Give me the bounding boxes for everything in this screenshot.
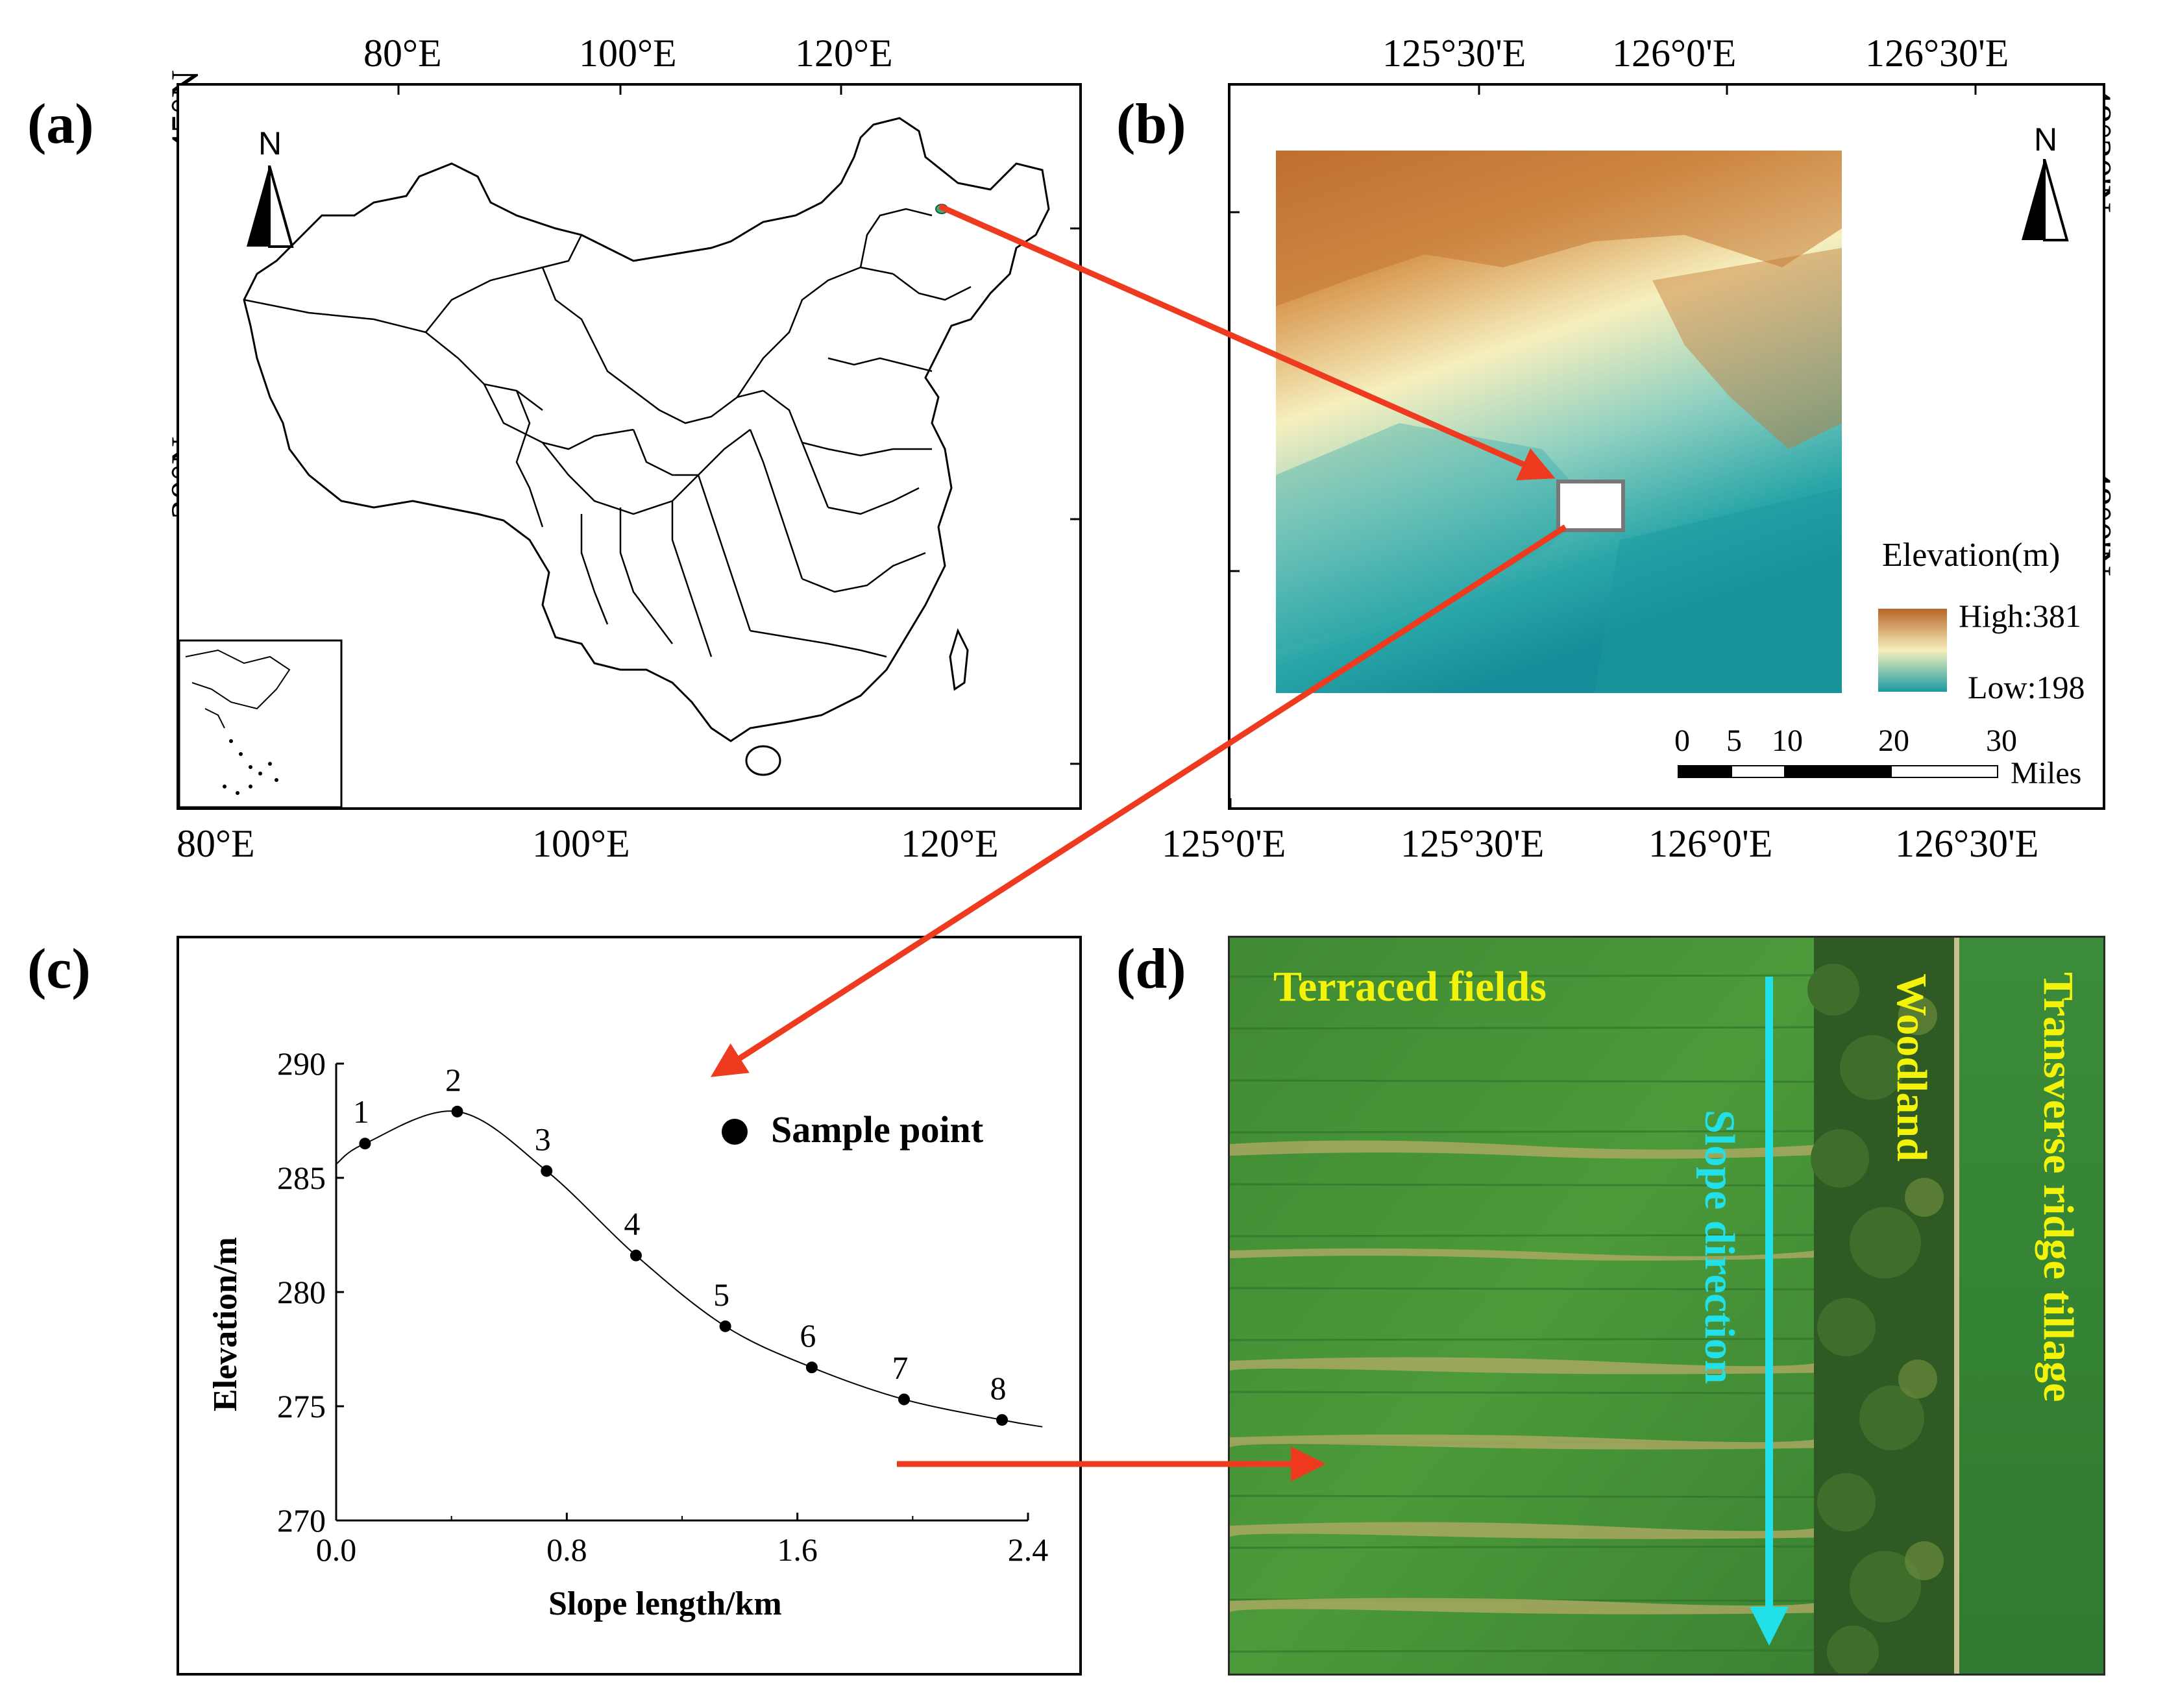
scale-tick-0: 0 — [1674, 724, 1690, 758]
panel-a-label: (a) — [27, 93, 94, 156]
scale-tick-5: 5 — [1726, 724, 1742, 758]
b-bottom-tick-4: 126°30'E — [1895, 822, 2039, 865]
chart-y-label: Elevation/m — [207, 1237, 244, 1411]
x-tick-label: 0.8 — [546, 1531, 587, 1568]
b-north-arrow-icon — [2022, 159, 2069, 241]
x-tick-label: 0.0 — [316, 1531, 357, 1568]
legend-title: Elevation(m) — [1882, 537, 2061, 574]
woodland-label: Woodland — [1888, 973, 1935, 1162]
scale-tick-10: 10 — [1772, 724, 1803, 758]
study-area-box — [1556, 480, 1625, 532]
ridge-tillage-field — [1957, 938, 2103, 1674]
sample-point-label: 2 — [445, 1062, 461, 1098]
b-top-tick-2: 126°0'E — [1612, 32, 1737, 75]
terraced-fields-label: Terraced fields — [1273, 963, 1547, 1010]
sample-point — [805, 1361, 818, 1374]
sample-point — [898, 1393, 911, 1406]
sample-point-label: 7 — [892, 1349, 909, 1385]
a-top-tick-3: 120°E — [795, 32, 893, 75]
b-top-tick-1: 125°30'E — [1382, 32, 1526, 75]
china-outline — [243, 117, 1050, 742]
chart-legend-marker — [722, 1119, 748, 1145]
y-tick-label: 290 — [277, 1045, 326, 1082]
a-bottom-tick-3: 120°E — [901, 822, 999, 865]
south-china-sea-inset — [179, 639, 343, 807]
ridge-tillage-label: Transverse ridge tillage — [2035, 972, 2082, 1402]
panel-c-label: (c) — [27, 938, 91, 1001]
y-tick-label: 270 — [277, 1502, 326, 1539]
slope-direction-label: Slope direction — [1696, 1110, 1743, 1384]
legend-low: Low:198 — [1968, 669, 2085, 705]
china-map — [179, 86, 1079, 807]
y-tick-label: 280 — [277, 1274, 326, 1310]
scale-bar — [1678, 765, 1998, 778]
sample-point-label: 6 — [800, 1317, 816, 1354]
panel-d-label: (d) — [1116, 938, 1186, 1001]
legend-gradient — [1878, 609, 1947, 692]
study-area-marker — [935, 204, 948, 214]
legend-high: High:381 — [1959, 598, 2081, 634]
panel-b-label: (b) — [1116, 93, 1186, 156]
scale-tick-30: 30 — [1986, 724, 2017, 758]
a-bottom-tick-1: 80°E — [177, 822, 255, 865]
sample-point-label: 8 — [990, 1370, 1007, 1406]
terrace-ridges — [1230, 1140, 1827, 1615]
b-bottom-tick-1: 125°0'E — [1162, 822, 1286, 865]
b-bottom-tick-2: 125°30'E — [1401, 822, 1545, 865]
elevation-profile-chart: 0.0 0.8 1.6 2.4 270 275 280 285 290 1 2 3 4 5 6 7 8 — [277, 1045, 1049, 1568]
a-north-arrow-icon — [247, 165, 294, 248]
b-bottom-tick-3: 126°0'E — [1648, 822, 1773, 865]
a-top-tick-2: 100°E — [579, 32, 677, 75]
china-map-frame — [177, 83, 1082, 810]
sample-point — [359, 1138, 371, 1150]
aerial-photo — [1228, 936, 2105, 1676]
scale-tick-20: 20 — [1878, 724, 1909, 758]
a-bottom-tick-2: 100°E — [532, 822, 630, 865]
sample-point — [996, 1414, 1009, 1426]
y-tick-label: 285 — [277, 1160, 326, 1196]
a-top-tick-1: 80°E — [363, 32, 442, 75]
sample-point-label: 5 — [713, 1276, 729, 1313]
sample-point — [451, 1105, 463, 1117]
sample-point — [630, 1249, 642, 1262]
chart-x-label: Slope length/km — [548, 1585, 782, 1622]
sample-point-label: 4 — [624, 1206, 640, 1242]
sample-point-label: 1 — [353, 1093, 369, 1130]
x-tick-label: 2.4 — [1008, 1531, 1049, 1568]
chart-legend-label: Sample point — [771, 1108, 984, 1151]
b-top-tick-3: 126°30'E — [1865, 32, 2009, 75]
b-north-label: N — [2034, 121, 2058, 158]
sample-point — [719, 1320, 731, 1332]
y-tick-label: 275 — [277, 1388, 326, 1424]
sample-point-label: 3 — [535, 1121, 551, 1157]
profile-curve — [336, 1110, 1043, 1428]
a-north-label: N — [258, 125, 282, 162]
scale-unit: Miles — [2011, 756, 2082, 790]
sample-point — [541, 1165, 553, 1177]
x-tick-label: 1.6 — [777, 1531, 818, 1568]
